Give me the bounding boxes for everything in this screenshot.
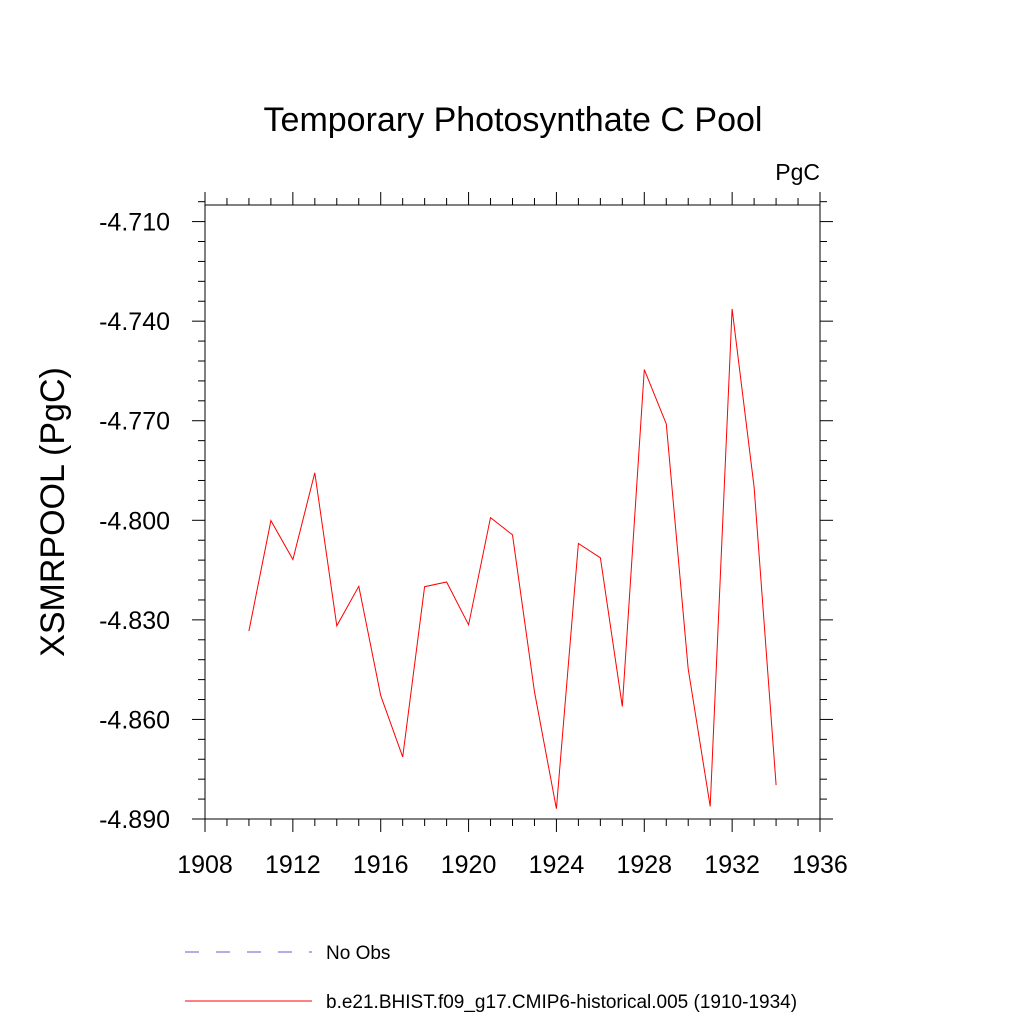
- legend-label: No Obs: [326, 943, 390, 964]
- y-tick-label: -4.890: [99, 806, 170, 834]
- y-tick-label: -4.860: [99, 706, 170, 734]
- data-point: [489, 516, 493, 520]
- data-point: [642, 368, 646, 372]
- y-tick-label: -4.770: [99, 408, 170, 436]
- x-tick-label: 1916: [353, 851, 409, 879]
- data-point: [664, 422, 668, 426]
- y-axis: -4.710 -4.740 -4.770 -4.800 -4.830 -4.860 -4.8…: [99, 201, 833, 834]
- x-tick-label: 1932: [704, 851, 760, 879]
- data-point: [708, 804, 712, 808]
- y-tick-label: -4.740: [99, 308, 170, 336]
- data-point: [247, 629, 251, 633]
- data-point: [511, 533, 515, 537]
- data-point: [357, 584, 361, 588]
- legend: No Obs b.e21.BHIST.f09_g17.CMIP6-historic…: [185, 943, 797, 1013]
- x-tick-label: 1928: [616, 851, 672, 879]
- series-layer: [247, 307, 778, 811]
- x-axis: 1908 1912 1916 1920 1924 1928 1932 1936: [177, 192, 848, 879]
- data-point: [620, 704, 624, 708]
- data-point: [335, 624, 339, 628]
- data-point: [401, 755, 405, 759]
- data-point: [313, 471, 317, 475]
- data-point: [752, 485, 756, 489]
- y-tick-label: -4.710: [99, 209, 170, 237]
- units-label: PgC: [775, 159, 820, 185]
- plot-frame: [204, 204, 821, 820]
- series-line: [248, 308, 777, 809]
- data-point: [291, 557, 295, 561]
- data-point: [379, 694, 383, 698]
- x-tick-label: 1936: [792, 851, 848, 879]
- chart-title: Temporary Photosynthate C Pool: [264, 101, 763, 139]
- legend-label: b.e21.BHIST.f09_g17.CMIP6-historical.005…: [326, 992, 797, 1013]
- data-point: [467, 623, 471, 627]
- data-point: [269, 519, 273, 523]
- data-point: [576, 542, 580, 546]
- data-point: [774, 783, 778, 787]
- y-tick-label: -4.800: [99, 507, 170, 535]
- data-point: [598, 556, 602, 560]
- y-tick-label: -4.830: [99, 607, 170, 635]
- data-point: [423, 585, 427, 589]
- data-point: [730, 307, 734, 311]
- y-axis-label: XSMRPOOL (PgC): [34, 367, 72, 657]
- data-point: [445, 580, 449, 584]
- data-point: [532, 690, 536, 694]
- x-tick-label: 1912: [265, 851, 321, 879]
- data-point: [686, 667, 690, 671]
- x-tick-label: 1908: [177, 851, 233, 879]
- x-tick-label: 1920: [441, 851, 497, 879]
- data-point: [554, 807, 558, 811]
- x-tick-label: 1924: [529, 851, 585, 879]
